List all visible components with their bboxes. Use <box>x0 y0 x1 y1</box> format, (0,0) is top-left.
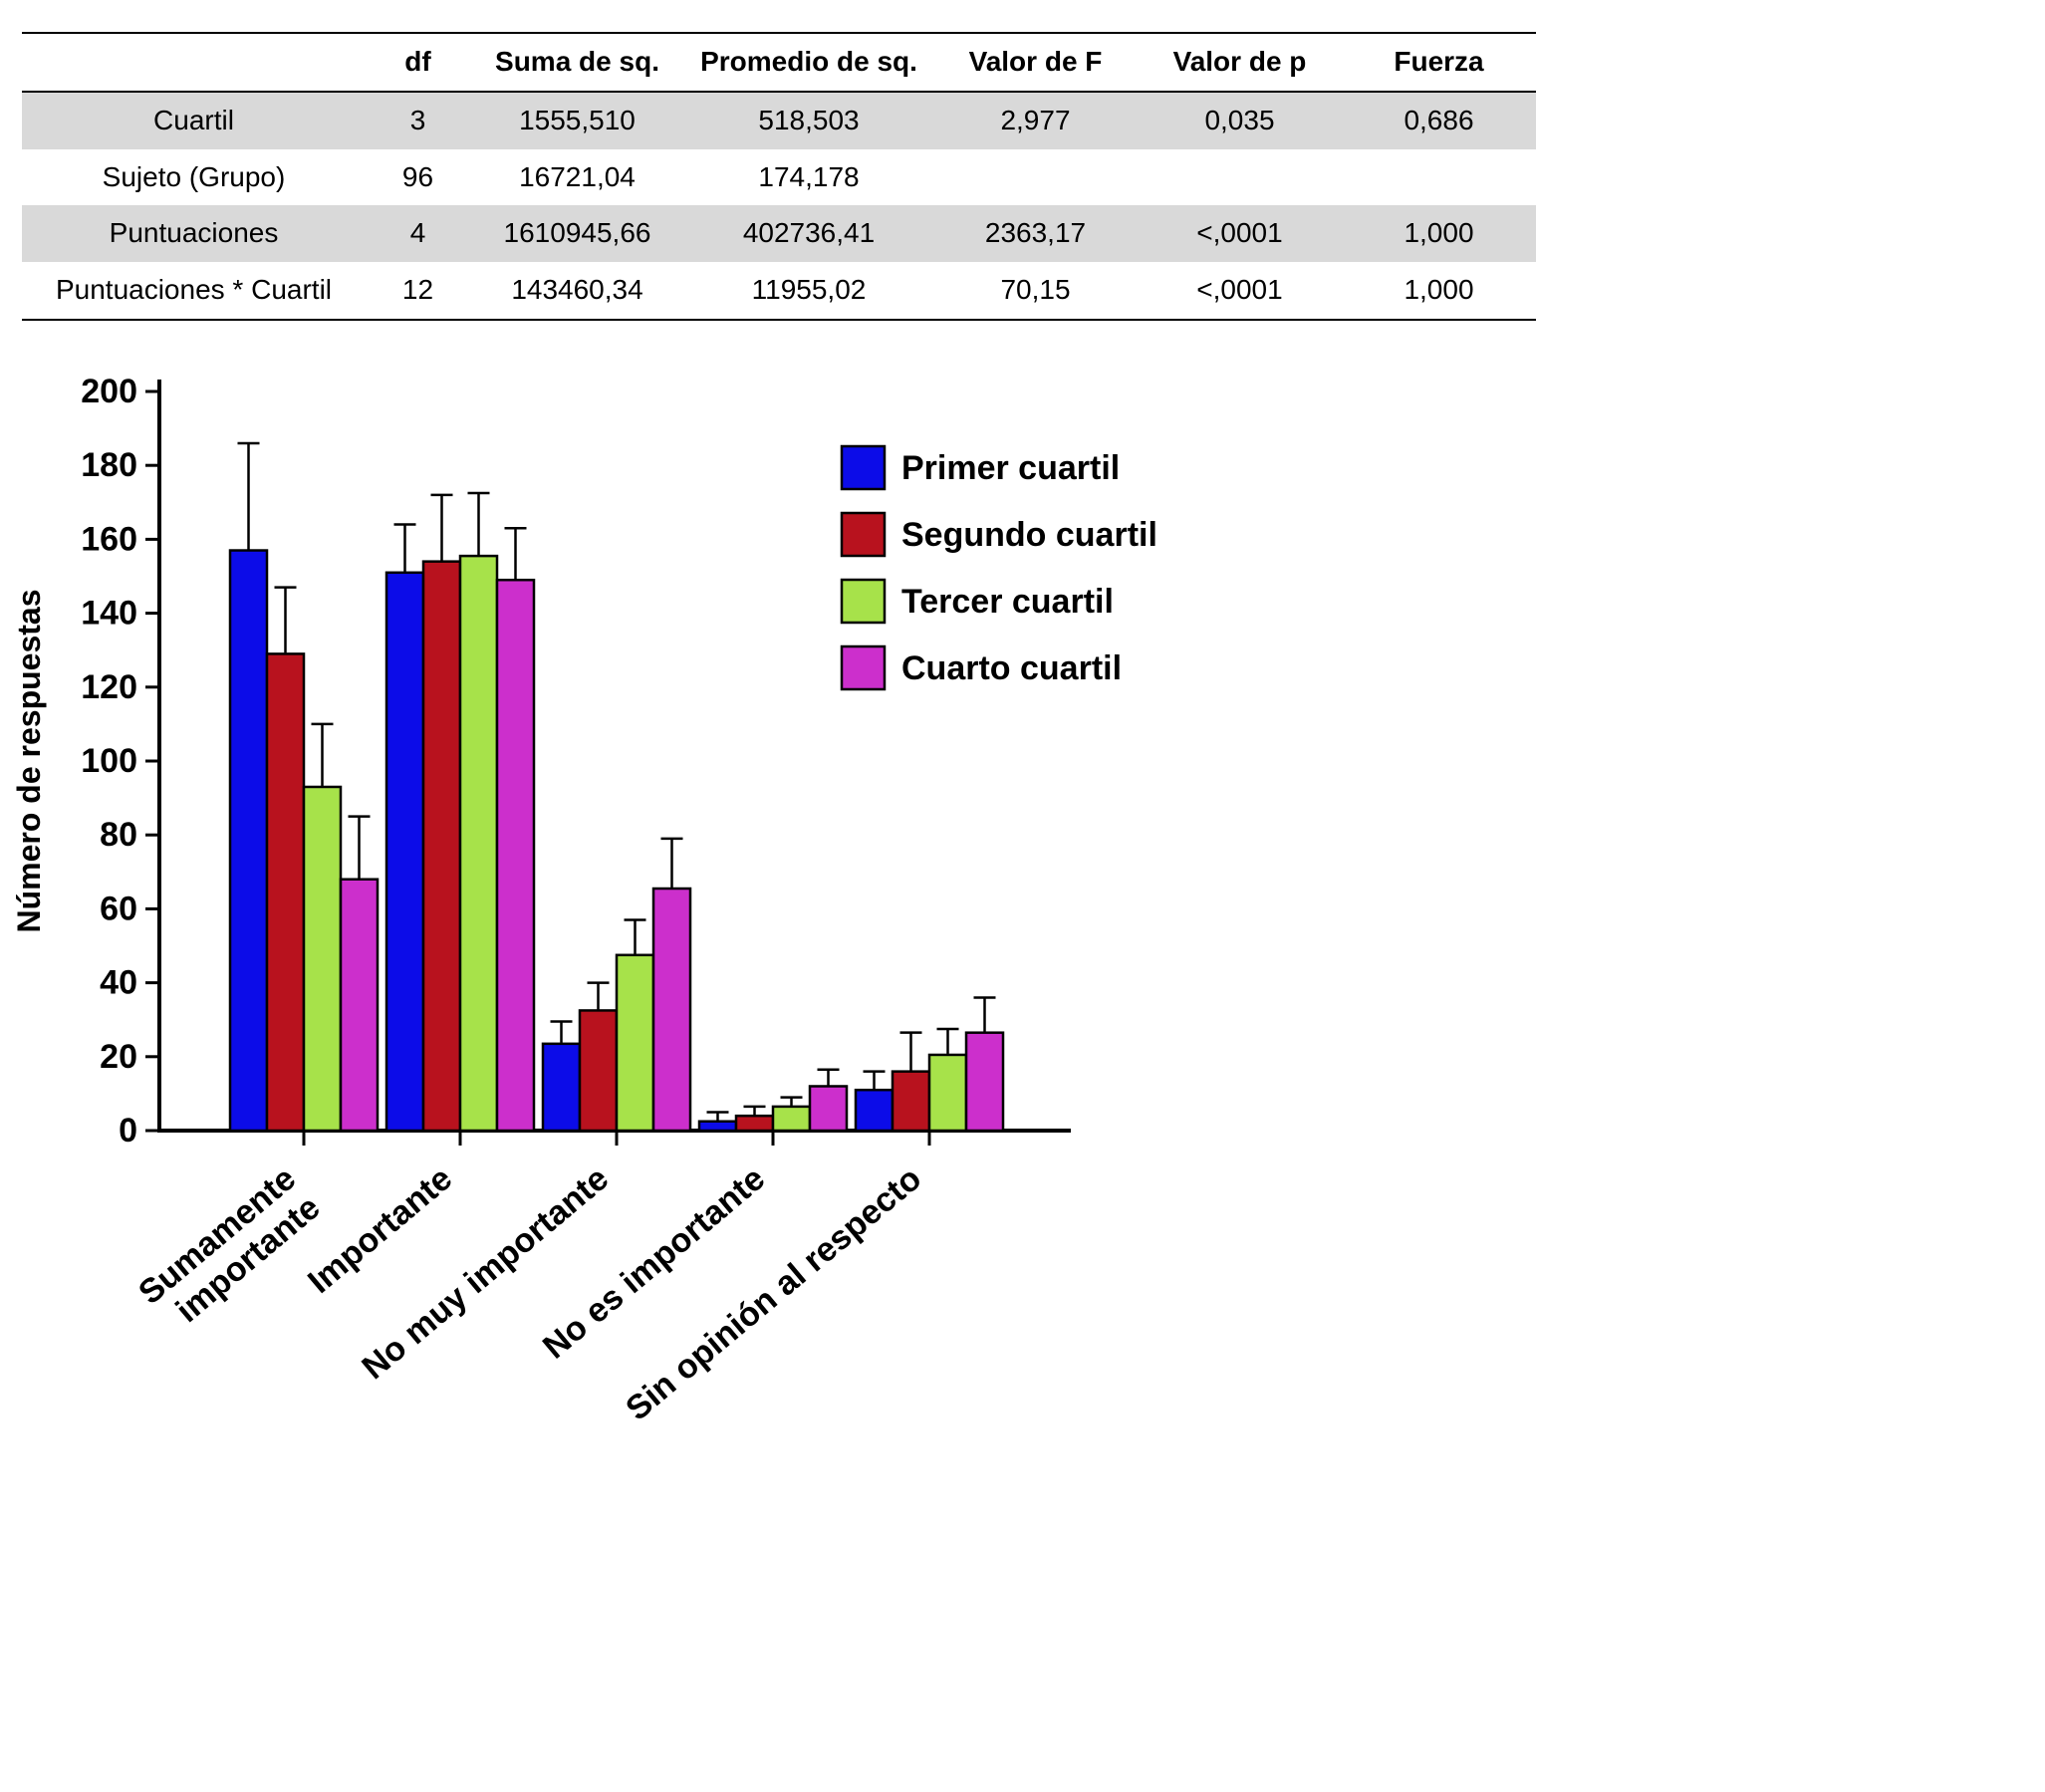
legend-label: Primer cuartil <box>901 449 1120 487</box>
bar-primer-cuartil <box>854 1088 895 1133</box>
table-cell: 174,178 <box>758 160 860 192</box>
bar-segundo-cuartil <box>891 1070 931 1133</box>
bar-cuarto-cuartil <box>651 887 692 1133</box>
legend-label: Segundo cuartil <box>901 516 1157 554</box>
table-cell: 0,686 <box>1404 104 1474 135</box>
table-cell: 1555,510 <box>519 104 636 135</box>
bar-tercer-cuartil <box>302 785 343 1133</box>
bar-primer-cuartil <box>697 1120 738 1133</box>
bar-primer-cuartil <box>228 549 269 1133</box>
y-tick-label: 200 <box>81 373 137 410</box>
bar-cuarto-cuartil <box>808 1085 849 1133</box>
table-cell: <,0001 <box>1196 274 1283 306</box>
table-cell: 4 <box>409 217 426 249</box>
y-tick-label: 40 <box>100 964 137 1002</box>
table-cell: 16721,04 <box>519 160 636 192</box>
column-header: Suma de sq. <box>470 33 684 93</box>
table-cell: 3 <box>409 104 426 135</box>
table-cell: 11955,02 <box>751 274 867 306</box>
row-label: Sujeto (Grupo) <box>102 160 286 192</box>
table-row: Sujeto (Grupo) 96 16721,04 174,178 <box>22 149 1536 206</box>
bar-tercer-cuartil <box>458 554 499 1133</box>
column-header: Fuerza <box>1342 33 1536 93</box>
y-tick-label: 60 <box>100 890 137 927</box>
anova-table-body: Cuartil 3 1555,510 518,503 2,977 0,035 0,686 Su… <box>22 91 1536 320</box>
x-tick-label: Sin opinión al respecto <box>619 1159 928 1428</box>
column-header: Valor de p <box>1138 33 1342 93</box>
column-header: df <box>366 33 470 93</box>
y-tick-label: 80 <box>100 816 137 854</box>
row-label: Puntuaciones <box>109 217 279 249</box>
legend-label: Cuarto cuartil <box>901 649 1122 687</box>
table-cell: 143460,34 <box>511 274 643 306</box>
bar-primer-cuartil <box>541 1042 582 1133</box>
y-tick-label: 20 <box>100 1038 137 1076</box>
table-row: Puntuaciones 4 1610945,66 402736,41 2363,17 <… <box>22 205 1536 263</box>
row-label: Cuartil <box>153 104 234 135</box>
x-tick-label: Sumamenteimportante <box>131 1159 327 1341</box>
bar-segundo-cuartil <box>578 1009 619 1133</box>
bar-cuarto-cuartil <box>964 1031 1005 1133</box>
table-cell: 2,977 <box>1000 104 1071 135</box>
table-cell: 12 <box>401 274 434 306</box>
table-cell: 1,000 <box>1404 217 1474 249</box>
column-header <box>22 33 366 93</box>
bar-primer-cuartil <box>384 571 425 1133</box>
table-cell: 0,035 <box>1204 104 1275 135</box>
bar-tercer-cuartil <box>615 953 655 1133</box>
table-row: Cuartil 3 1555,510 518,503 2,977 0,035 0,686 <box>22 91 1536 149</box>
table-cell: 96 <box>401 160 434 192</box>
bar-segundo-cuartil <box>421 560 462 1133</box>
legend-swatch <box>840 644 887 691</box>
table-cell: 518,503 <box>758 104 860 135</box>
legend-label: Tercer cuartil <box>901 583 1114 621</box>
y-tick-label: 160 <box>81 520 137 558</box>
table-cell: <,0001 <box>1196 217 1283 249</box>
y-tick-label: 120 <box>81 668 137 706</box>
anova-table: df Suma de sq. Promedio de sq. Valor de F Va… <box>22 32 1536 321</box>
bar-cuarto-cuartil <box>495 578 536 1133</box>
legend-swatch <box>840 444 887 491</box>
legend-swatch <box>840 578 887 625</box>
bar-segundo-cuartil <box>265 652 306 1133</box>
table-cell: 1610945,66 <box>503 217 651 249</box>
y-tick-label: 100 <box>81 742 137 780</box>
table-row: Puntuaciones * Cuartil 12 143460,34 11955,0… <box>22 262 1536 320</box>
anova-header-row: df Suma de sq. Promedio de sq. Valor de F Va… <box>22 33 1536 93</box>
bar-cuarto-cuartil <box>339 878 380 1133</box>
column-header: Promedio de sq. <box>684 33 933 93</box>
y-axis-label: Número de respuestas <box>11 589 47 932</box>
y-tick-label: 140 <box>81 595 137 633</box>
table-cell: 402736,41 <box>742 217 876 249</box>
bar-segundo-cuartil <box>734 1114 775 1133</box>
y-tick-label: 180 <box>81 446 137 484</box>
bar-tercer-cuartil <box>927 1053 968 1133</box>
column-header: Valor de F <box>933 33 1138 93</box>
x-tick-label: Importante <box>301 1159 459 1301</box>
table-cell <box>933 149 1138 206</box>
bar-tercer-cuartil <box>771 1105 812 1133</box>
row-label: Puntuaciones * Cuartil <box>55 274 333 306</box>
table-cell: 1,000 <box>1404 274 1474 306</box>
table-cell: 70,15 <box>1000 274 1071 306</box>
table-cell <box>1138 149 1342 206</box>
table-cell: 2363,17 <box>984 217 1087 249</box>
y-tick-label: 0 <box>119 1112 137 1150</box>
table-cell <box>1342 149 1536 206</box>
legend-swatch <box>840 511 887 558</box>
bar-chart: 0 20 40 60 80 100 120 140 160 180 200 Número de res… <box>11 373 1157 1428</box>
